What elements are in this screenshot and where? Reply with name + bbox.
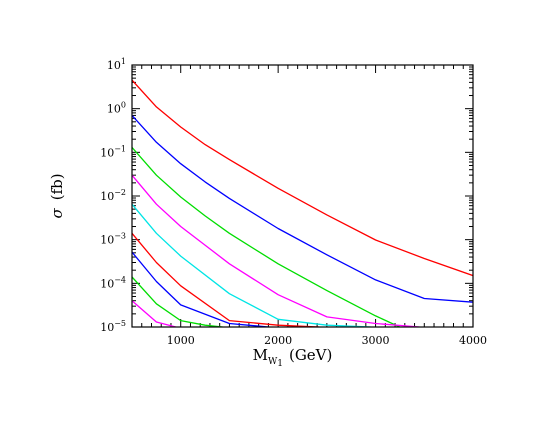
y-tick-label: 10−2 [100,188,126,203]
y-axis-label-unit: (fb) [48,173,66,200]
x-axis-label-unit: (GeV) [289,346,332,364]
plot-frame [131,64,474,328]
x-tick-label: 2000 [264,334,292,347]
y-tick-label: 10−5 [100,319,126,334]
series-line-9 [132,300,176,327]
y-tick-label: 10−3 [100,232,126,247]
x-axis-label: MW1 (GeV) [253,346,333,369]
series-line-1 [132,79,473,277]
series-group [132,79,473,327]
x-tick-label: 3000 [362,334,390,347]
x-tick-label: 1000 [167,334,195,347]
x-tick-label: 4000 [459,334,487,347]
ticks-group [132,64,474,328]
x-axis-label-main: M [253,346,268,364]
series-line-6 [132,232,320,327]
series-line-5 [132,203,371,327]
x-axis-label-sub: W [268,357,278,367]
y-tick-label: 100 [107,101,126,116]
y-axis-label-symbol: σ [48,208,66,219]
series-line-7 [132,251,269,327]
x-axis-label-subsub: 1 [277,359,283,369]
y-tick-label: 10−1 [100,144,126,159]
series-line-2 [132,114,473,303]
series-line-3 [132,146,473,327]
y-axis-label: σ (fb) [48,173,66,218]
tick-labels-group: 1000 2000 3000 4000 101 100 10−1 10−2 10−3 10−4 10… [100,57,487,347]
series-line-8 [132,276,223,327]
y-tick-label: 101 [107,57,126,72]
y-tick-label: 10−4 [100,275,126,290]
series-line-4 [132,174,420,327]
